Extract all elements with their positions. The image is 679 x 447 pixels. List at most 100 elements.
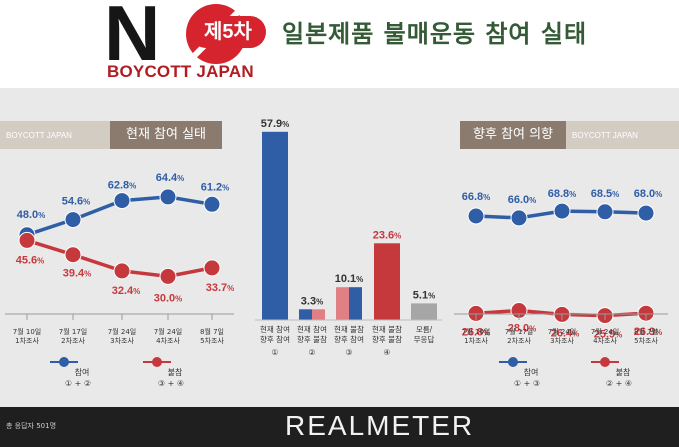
current-value-불참-2: 39.4% bbox=[63, 268, 92, 280]
current-legend-label-불참: 불참 bbox=[168, 367, 183, 377]
future-tick-round-1: 1차조사 bbox=[464, 336, 488, 345]
future-value-참여-3: 68.8% bbox=[548, 188, 577, 200]
bar-1 bbox=[262, 131, 288, 320]
bar-value-1-unit: % bbox=[282, 120, 289, 129]
future-value-참여-3-unit: % bbox=[569, 190, 576, 199]
current-tick-round-3: 3차조사 bbox=[110, 336, 134, 345]
future-value-참여-1-unit: % bbox=[483, 193, 490, 202]
future-tick-date-5: 8월 7일 bbox=[634, 327, 658, 336]
future-value-불참-3-unit: % bbox=[572, 329, 579, 338]
current-value-불참-5: 33.7% bbox=[206, 282, 235, 294]
future-point-참여-2 bbox=[510, 209, 528, 227]
bar-label-5-line-1: 모름/ bbox=[416, 325, 433, 334]
current-point-참여-5 bbox=[203, 195, 221, 213]
bar-4 bbox=[374, 243, 400, 320]
bar-label-5-line-2: 무응답 bbox=[414, 334, 435, 344]
future-legend-marker-불참 bbox=[600, 357, 610, 367]
current-value-불참-1: 45.6% bbox=[16, 254, 45, 266]
future-value-불참-5-unit: % bbox=[655, 328, 662, 337]
bar-value-3-unit: % bbox=[356, 275, 363, 284]
future-value-참여-4-unit: % bbox=[612, 190, 619, 199]
current-point-불참-3 bbox=[113, 262, 131, 280]
future-point-참여-4 bbox=[596, 203, 614, 221]
current-tick-date-3: 7월 24일 bbox=[108, 327, 136, 336]
bar-number-3: ③ bbox=[345, 348, 352, 357]
future-tick-date-4: 7월 24일 bbox=[591, 327, 619, 336]
current-point-참여-3 bbox=[113, 192, 131, 210]
future-value-불참-2-unit: % bbox=[529, 325, 536, 334]
page-title: 일본제품 불매운동 참여 실태 bbox=[282, 20, 588, 48]
left-tag-small-text: BOYCOTT JAPAN bbox=[6, 131, 72, 140]
future-legend-label-불참: 불참 bbox=[616, 367, 631, 377]
bar-label-3-line-1: 현재 불참 bbox=[334, 324, 364, 334]
current-tick-round-1: 1차조사 bbox=[15, 336, 39, 345]
current-value-참여-4-unit: % bbox=[177, 174, 184, 183]
current-point-불참-4 bbox=[159, 267, 177, 285]
current-value-불참-4-unit: % bbox=[175, 294, 182, 303]
bar-label-1-line-2: 향후 참여 bbox=[260, 334, 290, 344]
bar-label-4-line-1: 현재 불참 bbox=[372, 324, 402, 334]
current-value-참여-3-unit: % bbox=[129, 182, 136, 191]
logo-letter-n: N bbox=[104, 0, 160, 77]
current-value-참여-5-unit: % bbox=[222, 183, 229, 192]
header-band bbox=[0, 0, 679, 88]
current-point-불참-2 bbox=[64, 246, 82, 264]
future-value-참여-1: 66.8% bbox=[462, 191, 491, 203]
future-tick-date-2: 7월 17일 bbox=[505, 327, 533, 336]
current-value-불참-5-unit: % bbox=[227, 284, 234, 293]
bar-2-right bbox=[312, 309, 325, 320]
future-point-불참-1 bbox=[467, 304, 485, 322]
future-value-참여-5: 68.0% bbox=[634, 188, 663, 200]
right-tag-small-text: BOYCOTT JAPAN bbox=[572, 131, 638, 140]
current-value-참여-4: 64.4% bbox=[156, 172, 185, 184]
current-legend-marker-참여 bbox=[59, 357, 69, 367]
bar-number-4: ④ bbox=[383, 348, 390, 357]
current-tick-round-5: 5차조사 bbox=[200, 336, 224, 345]
current-value-불참-4: 30.0% bbox=[154, 292, 183, 304]
current-tick-date-4: 7월 24일 bbox=[154, 327, 182, 336]
future-point-불참-5 bbox=[637, 304, 655, 322]
future-value-참여-2-unit: % bbox=[529, 196, 536, 205]
current-value-참여-2-unit: % bbox=[83, 198, 90, 207]
bar-3-right bbox=[349, 287, 362, 320]
future-value-참여-2: 66.0% bbox=[508, 194, 537, 206]
future-tick-round-5: 5차조사 bbox=[634, 336, 658, 345]
current-value-참여-3: 62.8% bbox=[108, 180, 137, 192]
bar-label-4-line-2: 향후 불참 bbox=[372, 334, 402, 344]
current-tick-date-5: 8월 7일 bbox=[200, 327, 224, 336]
current-value-불참-3: 32.4% bbox=[112, 285, 141, 297]
current-legend-marker-불참 bbox=[152, 357, 162, 367]
bar-3-left bbox=[336, 287, 349, 320]
current-value-불참-3-unit: % bbox=[133, 287, 140, 296]
current-tick-round-4: 4차조사 bbox=[156, 336, 180, 345]
bar-value-5: 5.1% bbox=[413, 289, 435, 301]
future-value-불참-3: 26.4% bbox=[551, 327, 580, 339]
left-panel-title: 현재 참여 실태 bbox=[110, 121, 222, 149]
bar-value-2: 3.3% bbox=[301, 295, 323, 307]
bar-value-4-unit: % bbox=[394, 231, 401, 240]
current-value-참여-5: 61.2% bbox=[201, 181, 230, 193]
future-value-불참-1: 26.8% bbox=[462, 326, 491, 338]
future-value-참여-4: 68.5% bbox=[591, 188, 620, 200]
current-value-참여-2: 54.6% bbox=[62, 196, 91, 208]
bar-number-1: ① bbox=[271, 348, 278, 357]
bar-5 bbox=[411, 303, 437, 320]
current-value-불참-1-unit: % bbox=[37, 256, 44, 265]
future-point-참여-3 bbox=[553, 202, 571, 220]
current-point-참여-4 bbox=[159, 188, 177, 206]
current-value-불참-2-unit: % bbox=[84, 270, 91, 279]
brand-logo: REALMETER bbox=[285, 410, 475, 441]
bar-2-left bbox=[299, 309, 312, 320]
future-tick-round-2: 2차조사 bbox=[507, 336, 531, 345]
future-legend-formula-참여: ① + ③ bbox=[514, 379, 540, 388]
future-value-불참-2: 28.0% bbox=[508, 323, 537, 335]
current-tick-date-1: 7월 10일 bbox=[13, 327, 41, 336]
current-point-불참-1 bbox=[18, 231, 36, 249]
future-point-참여-1 bbox=[467, 207, 485, 225]
bar-label-1-line-1: 현재 참여 bbox=[260, 324, 290, 334]
bar-value-4: 23.6% bbox=[373, 229, 402, 241]
current-legend-formula-불참: ③ + ④ bbox=[158, 379, 184, 388]
current-point-참여-2 bbox=[64, 211, 82, 229]
right-panel-title: 향후 참여 의향 bbox=[460, 121, 566, 149]
current-legend-formula-참여: ① + ② bbox=[65, 379, 91, 388]
